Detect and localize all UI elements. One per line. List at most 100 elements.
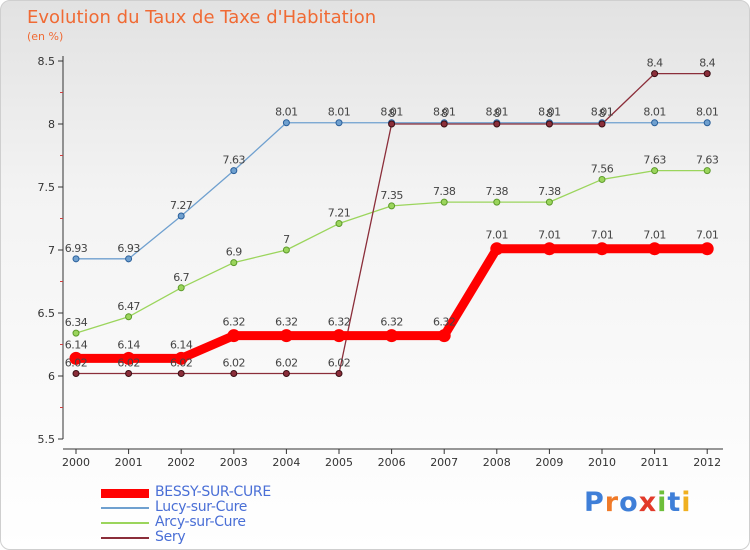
data-point-arcy-sur-cure	[545, 198, 553, 206]
data-label-lucy-sur-cure: 8.01	[380, 106, 403, 119]
data-label-arcy-sur-cure: 7.38	[486, 185, 509, 198]
data-label-sery: 8.4	[647, 57, 663, 70]
data-point-sery	[282, 369, 290, 377]
data-point-bessy-sur-cure	[595, 242, 609, 256]
data-point-sery	[545, 120, 553, 128]
logo-letter: P	[584, 487, 605, 518]
data-label-sery: 6.02	[117, 356, 140, 369]
data-point-lucy-sur-cure	[177, 212, 185, 220]
y-tick-label: 7.5	[38, 181, 56, 194]
data-point-sery	[651, 70, 659, 78]
data-label-bessy-sur-cure: 6.32	[433, 316, 456, 329]
logo-letter: r	[604, 487, 620, 518]
data-point-bessy-sur-cure	[542, 242, 556, 256]
y-tick-label: 5.5	[38, 433, 56, 446]
data-label-sery: 6.02	[275, 356, 298, 369]
data-label-bessy-sur-cure: 7.01	[486, 229, 509, 242]
data-point-bessy-sur-cure	[279, 329, 293, 343]
data-point-sery	[335, 369, 343, 377]
data-point-sery	[598, 120, 606, 128]
data-point-lucy-sur-cure	[651, 119, 659, 127]
data-point-bessy-sur-cure	[69, 351, 83, 365]
x-tick-label: 2006	[378, 456, 406, 469]
x-tick-label: 2001	[115, 456, 143, 469]
data-label-arcy-sur-cure: 6.7	[173, 271, 189, 284]
data-point-arcy-sur-cure	[72, 329, 80, 337]
chart-title: Evolution du Taux de Taxe d'Habitation	[27, 7, 377, 28]
data-label-arcy-sur-cure: 7.38	[433, 185, 456, 198]
data-label-lucy-sur-cure: 8.01	[433, 106, 456, 119]
data-label-bessy-sur-cure: 6.32	[275, 316, 298, 329]
data-label-sery: 8	[441, 107, 448, 120]
y-tick-label: 6.5	[38, 307, 56, 320]
x-tick-label: 2008	[483, 456, 511, 469]
y-tick-label: 7	[48, 244, 55, 257]
chart-subtitle: (en %)	[27, 30, 64, 43]
data-point-sery	[703, 70, 711, 78]
data-label-lucy-sur-cure: 8.01	[538, 106, 561, 119]
data-label-lucy-sur-cure: 6.93	[65, 242, 88, 255]
data-point-lucy-sur-cure	[125, 255, 133, 263]
data-label-lucy-sur-cure: 8.01	[486, 106, 509, 119]
data-label-arcy-sur-cure: 6.34	[65, 316, 88, 329]
data-label-sery: 6.02	[65, 356, 88, 369]
data-labels: 6.93 6.93 7.27 7.63 8.01 8.01 8.01 8.01 8.01 8.01…	[65, 57, 720, 370]
data-label-sery: 6.02	[170, 356, 193, 369]
logo-letter: x	[638, 487, 658, 518]
data-label-lucy-sur-cure: 7.27	[170, 199, 193, 212]
data-label-arcy-sur-cure: 7.38	[538, 185, 561, 198]
data-label-sery: 8	[388, 107, 395, 120]
y-tick-label: 8	[48, 118, 55, 131]
data-point-sery	[177, 369, 185, 377]
data-label-arcy-sur-cure: 7	[283, 233, 290, 246]
x-tick-label: 2002	[167, 456, 195, 469]
data-point-lucy-sur-cure	[703, 119, 711, 127]
legend-swatch	[101, 522, 149, 524]
data-label-bessy-sur-cure: 7.01	[538, 229, 561, 242]
logo-letter: i	[657, 487, 668, 518]
logo-letter: i	[681, 487, 692, 518]
data-point-sery	[493, 120, 501, 128]
data-point-lucy-sur-cure	[72, 255, 80, 263]
legend-label: Lucy-sur-Cure	[155, 499, 248, 515]
series-points	[69, 70, 714, 377]
axes: 5.5 6 6.5 7 7.5 8 8.5 2000 2001 2002 2003 2004 2005 2…	[38, 55, 723, 469]
legend-swatch	[101, 489, 149, 498]
data-label-lucy-sur-cure: 8.01	[591, 106, 614, 119]
data-label-sery: 6.02	[328, 356, 351, 369]
data-label-arcy-sur-cure: 7.63	[643, 154, 666, 167]
data-label-bessy-sur-cure: 6.32	[223, 316, 246, 329]
data-label-lucy-sur-cure: 8.01	[696, 106, 719, 119]
data-label-sery: 8	[494, 107, 501, 120]
x-tick-label: 2011	[641, 456, 669, 469]
data-label-arcy-sur-cure: 7.21	[328, 207, 351, 220]
data-label-lucy-sur-cure: 8.01	[328, 106, 351, 119]
data-point-bessy-sur-cure	[332, 329, 346, 343]
data-point-arcy-sur-cure	[651, 167, 659, 175]
data-point-bessy-sur-cure	[122, 351, 136, 365]
data-label-bessy-sur-cure: 6.14	[170, 338, 193, 351]
logo-letter: t	[667, 487, 682, 518]
data-label-sery: 6.02	[223, 356, 246, 369]
data-label-arcy-sur-cure: 6.9	[226, 246, 242, 259]
data-label-bessy-sur-cure: 6.14	[65, 338, 88, 351]
data-point-bessy-sur-cure	[174, 351, 188, 365]
logo-letter: o	[619, 487, 639, 518]
data-label-arcy-sur-cure: 7.35	[380, 189, 403, 202]
data-label-bessy-sur-cure: 6.32	[380, 316, 403, 329]
data-label-lucy-sur-cure: 7.63	[223, 154, 246, 167]
x-tick-label: 2005	[325, 456, 353, 469]
data-label-lucy-sur-cure: 8.01	[643, 106, 666, 119]
data-point-arcy-sur-cure	[493, 198, 501, 206]
data-point-lucy-sur-cure	[335, 119, 343, 127]
x-tick-label: 2012	[693, 456, 721, 469]
data-label-sery: 8.4	[699, 57, 715, 70]
data-label-bessy-sur-cure: 6.14	[117, 338, 140, 351]
data-label-sery: 8	[599, 107, 606, 120]
data-point-arcy-sur-cure	[125, 313, 133, 321]
data-label-arcy-sur-cure: 7.56	[591, 162, 614, 175]
legend-swatch	[101, 537, 149, 539]
data-point-bessy-sur-cure	[385, 329, 399, 343]
